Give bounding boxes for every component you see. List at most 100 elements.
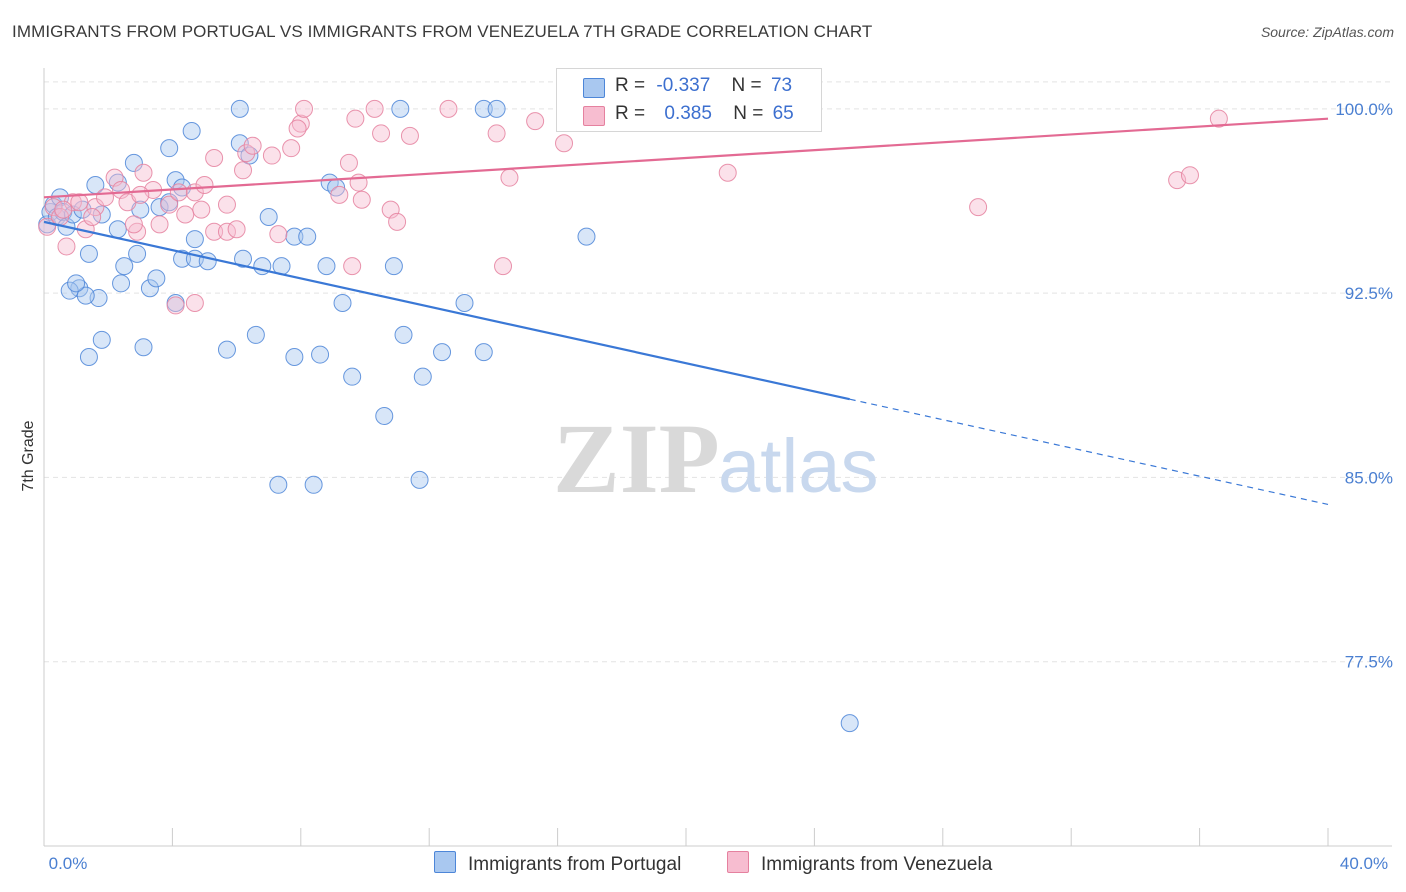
venezuela-n-value: 65 — [772, 103, 794, 124]
legend-label-venezuela: Immigrants from Venezuela — [761, 854, 993, 875]
venezuela-point-34 — [339, 153, 358, 172]
venezuela-point-16 — [169, 183, 188, 202]
portugal-point-62 — [160, 139, 179, 158]
portugal-point-22 — [147, 269, 166, 288]
watermark-zip: ZIP — [553, 403, 720, 514]
portugal-r-label: R = — [615, 75, 646, 96]
venezuela-point-44 — [526, 112, 545, 131]
venezuela-n-label: N = — [733, 103, 764, 124]
venezuela-point-55 — [969, 198, 988, 217]
portugal-point-68 — [391, 99, 410, 118]
venezuela-point-45 — [555, 134, 574, 153]
portugal-point-58 — [410, 470, 429, 489]
venezuela-point-62 — [288, 119, 307, 138]
portugal-point-67 — [230, 99, 249, 118]
venezuela-point-19 — [192, 200, 211, 219]
portugal-point-39 — [285, 227, 304, 246]
venezuela-point-41 — [439, 99, 458, 118]
portugal-point-53 — [474, 343, 493, 362]
venezuela-point-53 — [83, 207, 102, 226]
venezuela-point-4 — [63, 193, 82, 212]
portugal-point-18 — [79, 244, 98, 263]
portugal-point-48 — [285, 348, 304, 367]
venezuela-point-26 — [205, 149, 224, 167]
venezuela-point-27 — [234, 161, 253, 180]
portugal-n-value: 73 — [770, 75, 793, 96]
venezuela-point-39 — [372, 124, 391, 143]
axes — [43, 68, 1392, 847]
y-tick-label-1: 85.0% — [1345, 468, 1393, 487]
venezuela-point-42 — [487, 124, 506, 143]
venezuela-point-46 — [343, 257, 362, 276]
portugal-point-51 — [394, 325, 413, 344]
portugal-point-56 — [269, 475, 288, 494]
y-tick-label-3: 100.0% — [1335, 100, 1393, 119]
portugal-point-36 — [234, 249, 253, 268]
portugal-point-19 — [108, 220, 127, 239]
venezuela-r-label: R = — [615, 103, 646, 124]
legend-swatch-venezuela — [727, 851, 749, 873]
portugal-trend-line — [43, 220, 850, 401]
portugal-point-50 — [343, 367, 362, 386]
venezuela-point-52 — [124, 215, 143, 234]
portugal-point-47 — [246, 325, 265, 344]
venezuela-point-25 — [243, 136, 262, 155]
portugal-point-57 — [304, 475, 323, 494]
portugal-swatch — [583, 78, 605, 98]
venezuela-point-31 — [291, 114, 310, 133]
venezuela-trend-line — [43, 117, 1329, 199]
portugal-trend-extension — [849, 398, 1329, 506]
venezuela-point-57 — [1180, 166, 1199, 185]
portugal-point-31 — [134, 338, 153, 357]
portugal-r-value: -0.337 — [656, 75, 711, 96]
portugal-point-69 — [474, 99, 493, 118]
trend-lines — [43, 117, 1329, 506]
venezuela-point-49 — [494, 257, 513, 276]
portugal-point-42 — [384, 257, 403, 276]
venezuela-r-value: 0.385 — [664, 103, 712, 124]
venezuela-swatch — [583, 106, 605, 126]
chart-title: IMMIGRANTS FROM PORTUGAL VS IMMIGRANTS F… — [12, 22, 873, 41]
venezuela-point-23 — [227, 220, 246, 239]
x-tick-label-min: 0.0% — [49, 854, 88, 873]
portugal-point-43 — [333, 293, 352, 312]
x-ticks — [43, 828, 1329, 846]
y-axis-label: 7th Grade — [20, 420, 37, 491]
portugal-point-63 — [185, 230, 204, 249]
portugal-point-24 — [112, 274, 131, 293]
watermark-atlas: atlas — [718, 424, 879, 509]
venezuela-point-32 — [295, 99, 314, 118]
legend-item-venezuela: Immigrants from Venezuela — [727, 851, 992, 876]
venezuela-point-36 — [352, 190, 371, 209]
x-tick-label-max: 40.0% — [1340, 854, 1388, 873]
venezuela-point-7 — [95, 188, 114, 207]
portugal-point-33 — [173, 249, 192, 268]
venezuela-point-14 — [150, 215, 169, 234]
venezuela-point-60 — [217, 195, 236, 214]
legend-swatch-portugal — [434, 851, 456, 873]
legend-label-portugal: Immigrants from Portugal — [468, 854, 682, 875]
venezuela-point-28 — [262, 146, 281, 165]
portugal-point-71 — [577, 227, 596, 246]
portugal-point-32 — [79, 348, 98, 367]
portugal-point-30 — [92, 330, 111, 349]
venezuela-point-21 — [205, 222, 224, 241]
portugal-point-20 — [128, 244, 147, 263]
venezuela-point-12 — [134, 163, 153, 182]
portugal-point-12 — [124, 153, 143, 172]
portugal-points — [38, 99, 859, 733]
portugal-n-label: N = — [731, 75, 762, 96]
venezuela-point-48 — [388, 212, 407, 231]
venezuela-point-63 — [70, 193, 89, 212]
portugal-point-29 — [67, 274, 86, 293]
y-tick-label-0: 77.5% — [1345, 653, 1393, 672]
venezuela-point-33 — [330, 185, 349, 204]
portugal-point-35 — [198, 252, 217, 271]
venezuela-point-29 — [282, 139, 301, 158]
venezuela-point-51 — [166, 296, 185, 315]
venezuela-point-17 — [176, 205, 195, 224]
portugal-point-27 — [76, 286, 95, 305]
portugal-point-61 — [182, 121, 201, 140]
portugal-point-40 — [298, 227, 317, 246]
